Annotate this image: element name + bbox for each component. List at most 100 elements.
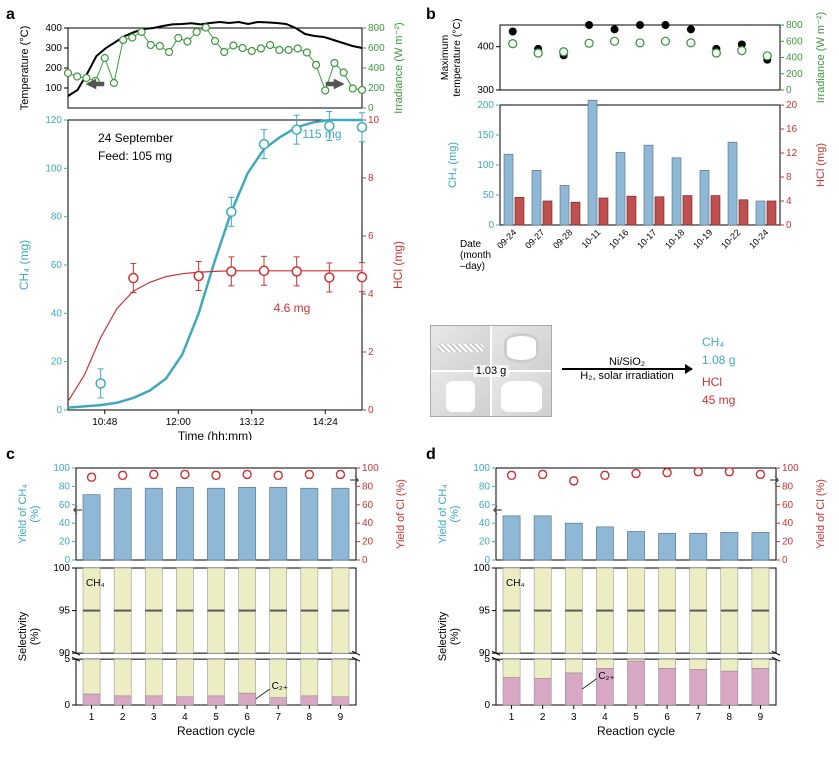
svg-text:4: 4 (602, 712, 608, 723)
svg-text:80: 80 (51, 212, 63, 223)
svg-text:13:12: 13:12 (239, 417, 264, 428)
svg-text:8: 8 (727, 712, 733, 723)
svg-text:4.6 mg: 4.6 mg (274, 301, 311, 315)
svg-text:95: 95 (479, 606, 491, 617)
svg-text:Selectivity: Selectivity (17, 611, 29, 661)
panel-d-svg: 020406080100Yield of CH₄(%)020406080100Y… (430, 450, 830, 750)
svg-text:temperature (°C): temperature (°C) (451, 18, 463, 96)
svg-text:6: 6 (664, 712, 670, 723)
svg-text:Reaction cycle: Reaction cycle (597, 724, 675, 738)
svg-text:0: 0 (786, 220, 792, 231)
svg-text:10: 10 (368, 115, 380, 126)
reaction-arrow: Ni/SiO₂ H₂, solar irradiation (562, 356, 692, 386)
svg-text:HCl (mg): HCl (mg) (391, 241, 405, 289)
svg-text:60: 60 (479, 500, 491, 511)
svg-text:20: 20 (782, 537, 794, 548)
svg-text:Temperature (°C): Temperature (°C) (19, 26, 31, 110)
svg-text:50: 50 (483, 190, 495, 201)
svg-text:1: 1 (89, 712, 95, 723)
svg-text:–day): –day) (460, 261, 485, 272)
svg-text:80: 80 (782, 481, 794, 492)
svg-text:100: 100 (477, 160, 494, 171)
svg-text:60: 60 (362, 500, 374, 511)
svg-text:09-27: 09-27 (523, 227, 546, 250)
svg-text:95: 95 (59, 606, 71, 617)
panel-d-label: d (426, 446, 436, 464)
svg-text:100: 100 (53, 463, 70, 474)
svg-text:10:48: 10:48 (92, 417, 117, 428)
panel-c-svg: 020406080100Yield of CH₄(%)020406080100Y… (10, 450, 410, 750)
svg-text:10-17: 10-17 (635, 227, 658, 250)
svg-text:200: 200 (786, 69, 803, 80)
svg-text:8: 8 (786, 172, 792, 183)
svg-text:80: 80 (362, 481, 374, 492)
panel-a-svg: 100200300400Temperature (°C)020040060080… (10, 10, 410, 440)
svg-text:40: 40 (479, 518, 491, 529)
svg-text:400: 400 (45, 23, 62, 34)
svg-text:90: 90 (59, 648, 71, 659)
svg-text:6: 6 (244, 712, 250, 723)
svg-text:0: 0 (484, 700, 490, 711)
svg-text:3: 3 (151, 712, 157, 723)
svg-text:20: 20 (786, 100, 798, 111)
svg-text:09-24: 09-24 (495, 227, 518, 250)
svg-text:(%): (%) (29, 628, 41, 645)
svg-text:(%): (%) (29, 505, 41, 522)
film-roll-img (492, 326, 551, 370)
svg-text:100: 100 (362, 463, 379, 474)
arrow-bottom-text: H₂, solar irradiation (580, 370, 674, 382)
svg-text:800: 800 (786, 20, 803, 31)
svg-text:(%): (%) (449, 505, 461, 522)
panel-a-label: a (6, 6, 15, 24)
svg-text:Yield of CH₄: Yield of CH₄ (17, 484, 29, 544)
svg-text:0: 0 (362, 555, 368, 566)
svg-text:10-18: 10-18 (663, 227, 686, 250)
svg-text:400: 400 (368, 63, 385, 74)
svg-text:600: 600 (786, 36, 803, 47)
svg-text:100: 100 (53, 563, 70, 574)
svg-text:90: 90 (479, 648, 491, 659)
svg-text:CH₄: CH₄ (86, 578, 105, 589)
svg-text:0: 0 (368, 405, 374, 416)
svg-text:2: 2 (540, 712, 546, 723)
panel-b-label: b (426, 6, 436, 24)
svg-text:100: 100 (45, 163, 62, 174)
svg-text:0: 0 (786, 85, 792, 96)
svg-text:100: 100 (473, 563, 490, 574)
svg-text:20: 20 (362, 537, 374, 548)
svg-text:CH₄: CH₄ (506, 578, 525, 589)
svg-text:100: 100 (782, 463, 799, 474)
svg-text:C₂₊: C₂₊ (598, 671, 614, 682)
arrow-top-text: Ni/SiO₂ (609, 356, 645, 368)
svg-text:40: 40 (51, 308, 63, 319)
svg-text:8: 8 (307, 712, 313, 723)
svg-text:5: 5 (633, 712, 639, 723)
figure: a 100200300400Temperature (°C)0200400600… (10, 10, 829, 750)
svg-text:200: 200 (45, 63, 62, 74)
svg-text:10-11: 10-11 (580, 227, 603, 250)
svg-text:20: 20 (59, 537, 71, 548)
svg-text:600: 600 (368, 43, 385, 54)
pipettes-img (431, 326, 490, 370)
svg-text:10-22: 10-22 (719, 227, 742, 250)
svg-text:Yield of Cl (%): Yield of Cl (%) (815, 479, 827, 549)
svg-text:10-16: 10-16 (607, 227, 630, 250)
svg-text:(month: (month (460, 250, 491, 261)
svg-text:400: 400 (477, 42, 494, 53)
svg-text:14:24: 14:24 (313, 417, 338, 428)
svg-text:300: 300 (45, 43, 62, 54)
panel-c: c 020406080100Yield of CH₄(%)02040608010… (10, 450, 410, 750)
svg-text:40: 40 (782, 518, 794, 529)
svg-text:4: 4 (368, 289, 374, 300)
panel-c-label: c (6, 446, 15, 464)
svg-text:120: 120 (45, 115, 62, 126)
svg-text:40: 40 (362, 518, 374, 529)
svg-text:Irradiance (W m⁻²): Irradiance (W m⁻²) (815, 12, 827, 103)
svg-text:8: 8 (368, 173, 374, 184)
svg-text:20: 20 (479, 537, 491, 548)
svg-text:(%): (%) (449, 628, 461, 645)
svg-text:80: 80 (479, 481, 491, 492)
svg-text:9: 9 (338, 712, 344, 723)
svg-text:400: 400 (786, 53, 803, 64)
svg-text:3: 3 (571, 712, 577, 723)
